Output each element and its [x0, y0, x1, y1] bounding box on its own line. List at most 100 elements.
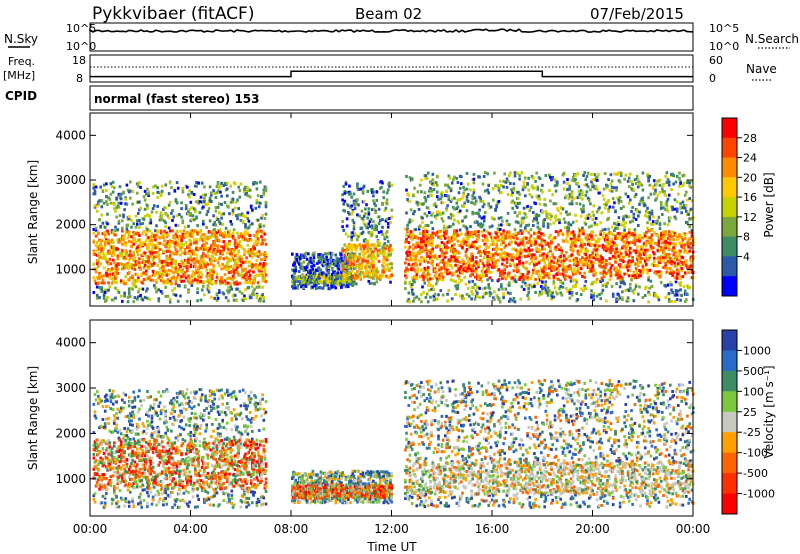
range-gate-cell: [208, 230, 212, 234]
range-gate-cell: [578, 202, 582, 206]
range-gate-cell: [405, 276, 408, 280]
range-gate-cell: [436, 195, 439, 199]
range-gate-cell: [552, 221, 556, 225]
range-gate-cell: [222, 235, 226, 239]
range-gate-cell: [518, 177, 521, 181]
range-gate-cell: [536, 185, 540, 189]
range-gate-cell: [334, 286, 337, 290]
range-gate-cell: [445, 232, 448, 236]
range-gate-cell: [111, 245, 115, 249]
range-gate-cell: [493, 247, 496, 251]
range-gate-cell: [231, 208, 235, 212]
range-gate-cell: [155, 251, 158, 254]
range-gate-cell: [216, 246, 220, 250]
range-gate-cell: [405, 188, 408, 192]
range-gate-cell: [168, 244, 172, 248]
range-gate-cell: [521, 280, 525, 284]
range-gate-cell: [221, 252, 224, 256]
range-gate-cell: [157, 297, 161, 301]
range-gate-cell: [94, 226, 98, 230]
range-gate-cell: [165, 260, 169, 264]
range-gate-cell: [351, 264, 355, 268]
range-gate-cell: [433, 267, 437, 271]
range-gate-cell: [235, 261, 238, 265]
range-gate-cell: [235, 280, 238, 284]
range-gate-cell: [180, 275, 183, 279]
range-gate-cell: [525, 267, 528, 271]
range-gate-cell: [190, 235, 194, 239]
range-gate-cell: [500, 232, 503, 236]
range-gate-cell: [358, 262, 361, 266]
range-gate-cell: [591, 266, 594, 270]
range-gate-cell: [174, 262, 178, 265]
range-gate-cell: [366, 242, 369, 246]
range-gate-cell: [95, 248, 99, 252]
range-gate-cell: [566, 240, 569, 244]
range-gate-cell: [567, 226, 570, 230]
range-gate-cell: [445, 265, 448, 269]
range-gate-cell: [431, 234, 435, 238]
range-gate-cell: [413, 186, 416, 190]
range-gate-cell: [423, 195, 427, 199]
range-gate-cell: [331, 268, 334, 271]
range-gate-cell: [530, 248, 534, 252]
range-gate-cell: [294, 269, 297, 273]
range-gate-cell: [352, 263, 356, 267]
range-gate-cell: [541, 238, 544, 242]
range-gate-cell: [115, 263, 118, 267]
range-gate-cell: [295, 258, 299, 261]
range-gate-cell: [336, 277, 340, 281]
range-gate-cell: [147, 246, 150, 249]
range-gate-cell: [438, 244, 441, 248]
range-gate-cell: [366, 189, 369, 193]
range-gate-cell: [448, 176, 452, 180]
range-gate-cell: [497, 216, 501, 220]
range-gate-cell: [141, 232, 145, 236]
nsky-panel: N.Sky 10^5 10^0 10^5 10^0 N.Search: [4, 22, 799, 53]
range-gate-cell: [481, 223, 485, 227]
range-gate-cell: [111, 276, 115, 280]
range-gate-cell: [512, 262, 516, 266]
range-gate-cell: [562, 180, 566, 184]
range-gate-cell: [205, 279, 208, 283]
range-gate-cell: [466, 269, 470, 273]
range-gate-cell: [462, 186, 465, 189]
range-gate-cell: [527, 176, 530, 180]
range-gate-cell: [341, 193, 344, 197]
range-gate-cell: [365, 269, 368, 273]
range-gate-cell: [602, 232, 606, 235]
range-gate-cell: [231, 267, 235, 271]
range-gate-cell: [142, 217, 146, 221]
range-gate-cell: [168, 297, 172, 301]
range-gate-cell: [260, 216, 263, 220]
range-gate-cell: [422, 249, 425, 253]
range-gate-cell: [172, 234, 175, 238]
range-gate-cell: [245, 273, 248, 277]
range-gate-cell: [264, 189, 268, 193]
range-gate-cell: [469, 267, 472, 271]
range-gate-cell: [131, 202, 134, 206]
range-gate-cell: [544, 263, 548, 267]
range-gate-cell: [341, 220, 344, 223]
range-gate-cell: [102, 274, 106, 278]
range-gate-cell: [409, 258, 413, 262]
range-gate-cell: [125, 227, 129, 231]
range-gate-cell: [196, 281, 199, 285]
range-gate-cell: [137, 184, 140, 188]
range-gate-cell: [429, 186, 432, 190]
range-gate-cell: [342, 273, 345, 276]
range-gate-cell: [518, 192, 521, 196]
range-gate-cell: [514, 201, 518, 205]
range-gate-cell: [342, 267, 345, 271]
range-gate-cell: [415, 236, 419, 240]
range-gate-cell: [449, 189, 453, 193]
range-gate-cell: [385, 202, 389, 205]
range-gate-cell: [138, 264, 141, 267]
range-gate-cell: [106, 212, 109, 216]
range-gate-cell: [347, 248, 350, 252]
range-gate-cell: [263, 232, 267, 236]
range-gate-cell: [108, 272, 112, 276]
range-gate-cell: [458, 197, 462, 201]
range-gate-cell: [461, 258, 464, 262]
range-gate-cell: [473, 230, 477, 234]
